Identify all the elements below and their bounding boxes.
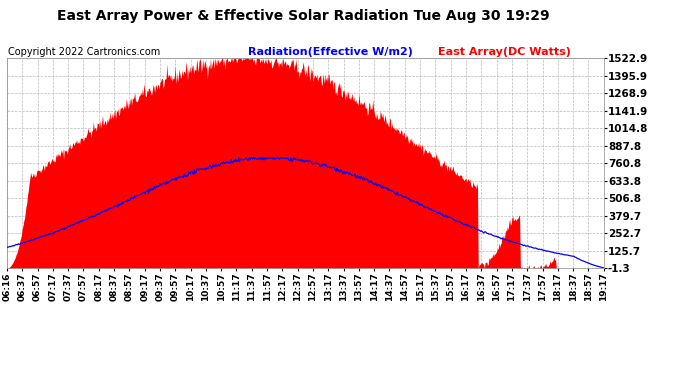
Text: Copyright 2022 Cartronics.com: Copyright 2022 Cartronics.com — [8, 47, 161, 57]
Text: East Array(DC Watts): East Array(DC Watts) — [438, 47, 571, 57]
Text: Radiation(Effective W/m2): Radiation(Effective W/m2) — [248, 47, 413, 57]
Text: East Array Power & Effective Solar Radiation Tue Aug 30 19:29: East Array Power & Effective Solar Radia… — [57, 9, 550, 23]
